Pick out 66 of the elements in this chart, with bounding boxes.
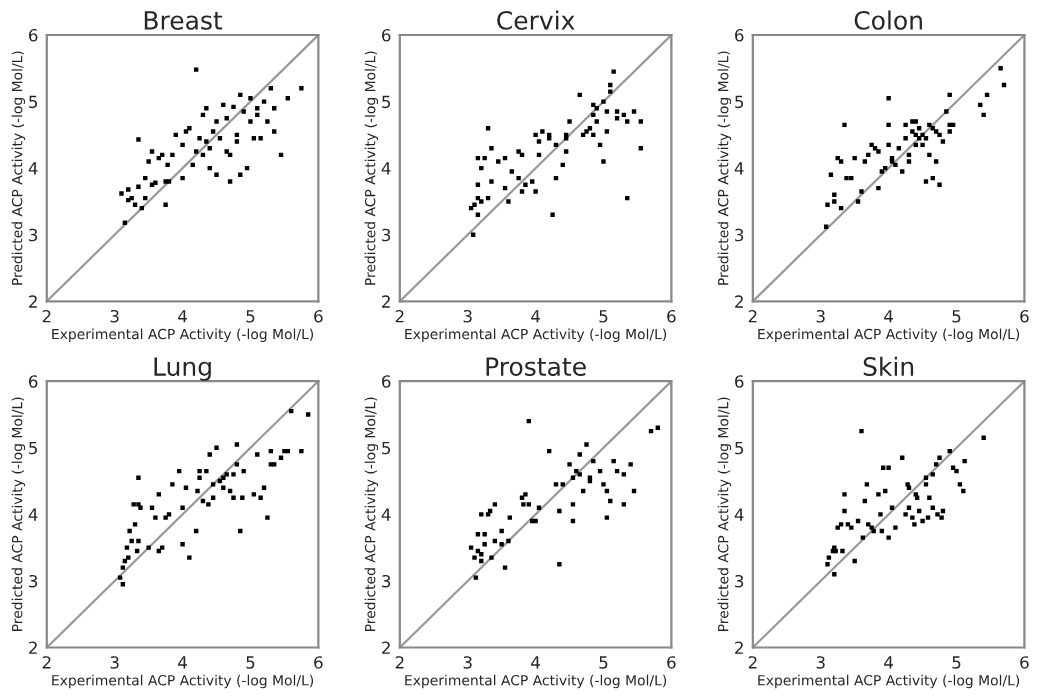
y-tick-label: 2 (382, 641, 390, 654)
y-tick-label: 2 (29, 295, 37, 308)
y-tick-label: 3 (382, 574, 391, 588)
y-tick-label: 2 (735, 295, 743, 308)
x-tick-label: 3 (463, 656, 472, 669)
y-tick-label: 6 (735, 28, 744, 42)
x-tick-label: 4 (531, 656, 540, 669)
y-tick-label: 4 (28, 162, 38, 175)
y-tick-label: 2 (735, 641, 743, 654)
x-tick-label: 3 (463, 309, 472, 323)
y-tick-label: 3 (735, 228, 744, 242)
x-tick-label: 5 (246, 656, 255, 669)
x-tick-label: 6 (667, 309, 676, 323)
y-tick-label: 3 (29, 228, 38, 242)
x-tick-label: 5 (952, 656, 961, 669)
x-tick-label: 5 (599, 656, 608, 669)
y-tick-label: 6 (382, 375, 391, 388)
x-tick-label: 3 (110, 309, 119, 323)
x-tick-label: 2 (748, 656, 757, 669)
y-tick-label: 5 (735, 95, 744, 109)
x-tick-label: 6 (667, 656, 676, 669)
x-tick-label: 2 (42, 656, 51, 669)
y-tick-label: 3 (735, 574, 744, 588)
x-tick-label: 6 (314, 656, 323, 669)
chart-title: Skin (863, 356, 914, 376)
x-tick-label: 4 (178, 310, 187, 323)
y-tick-label: 3 (382, 228, 391, 242)
x-tick-label: 2 (395, 309, 404, 323)
x-tick-label: 2 (42, 309, 51, 323)
x-tick-label: 2 (395, 656, 404, 669)
y-tick-label: 6 (382, 28, 391, 42)
x-tick-label: 4 (884, 656, 893, 669)
x-tick-label: 4 (178, 656, 187, 669)
x-tick-label: 3 (816, 309, 825, 323)
x-tick-label: 5 (599, 310, 608, 323)
chart-title: Colon (854, 10, 922, 30)
y-tick-label: 4 (734, 162, 744, 175)
x-tick-label: 5 (246, 310, 255, 323)
y-tick-label: 2 (29, 641, 37, 654)
y-tick-label: 3 (29, 574, 38, 588)
y-tick-label: 5 (29, 441, 38, 455)
y-tick-label: 4 (381, 508, 391, 521)
y-tick-label: 4 (28, 508, 38, 521)
x-tick-label: 5 (952, 310, 961, 323)
x-tick-label: 6 (1020, 656, 1029, 669)
y-tick-label: 5 (29, 95, 38, 109)
y-tick-label: 5 (382, 95, 391, 109)
y-tick-label: 6 (29, 375, 38, 388)
chart-title: Cervix (497, 10, 575, 30)
y-tick-label: 2 (382, 295, 390, 308)
y-tick-label: 4 (381, 162, 391, 175)
x-tick-label: 6 (1020, 309, 1029, 323)
x-tick-label: 3 (110, 656, 119, 669)
y-tick-label: 6 (29, 28, 38, 42)
x-tick-label: 6 (314, 309, 323, 323)
chart-title: Prostate (486, 357, 586, 376)
y-tick-label: 5 (735, 441, 744, 455)
x-tick-label: 4 (531, 310, 540, 323)
x-tick-label: 2 (748, 309, 757, 323)
y-tick-label: 4 (734, 508, 744, 521)
chart-title: Breast (144, 11, 223, 30)
y-tick-label: 6 (735, 375, 744, 388)
y-tick-label: 5 (382, 441, 391, 455)
chart-title: Lung (154, 357, 211, 381)
x-tick-label: 3 (816, 656, 825, 669)
x-tick-label: 4 (884, 310, 893, 323)
